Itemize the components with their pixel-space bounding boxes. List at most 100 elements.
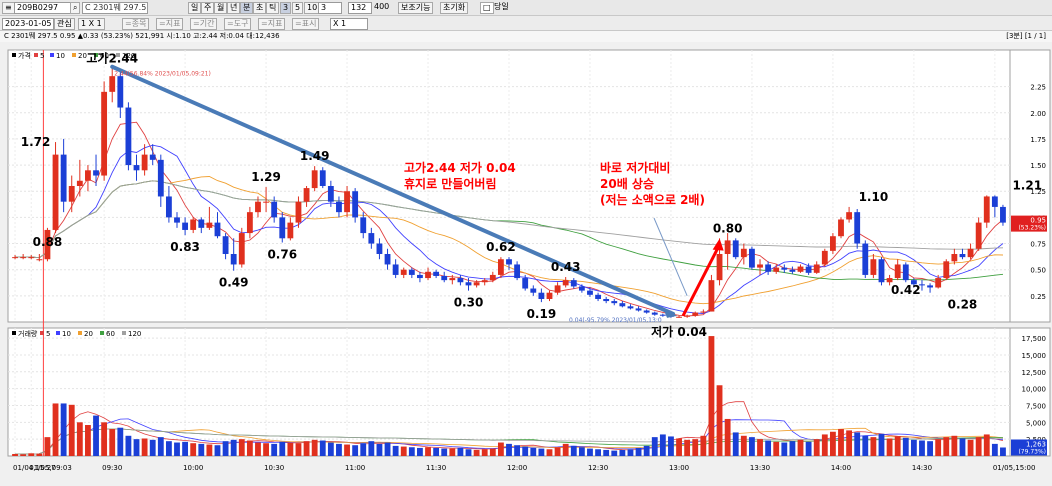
candle-body bbox=[587, 290, 593, 295]
period-button[interactable]: =기간 bbox=[190, 18, 218, 30]
period-tick-button[interactable]: 틱 bbox=[266, 2, 280, 14]
volume-bar bbox=[190, 443, 197, 456]
minute-3-button[interactable]: 3 bbox=[280, 2, 292, 14]
price-annotation: 1.21 bbox=[1012, 178, 1042, 192]
overlay-checkbox[interactable]: □ bbox=[480, 2, 494, 14]
zoom-select[interactable]: X 1 bbox=[330, 18, 368, 30]
candle-body bbox=[230, 254, 237, 265]
stock-code-input[interactable]: 209B0297 bbox=[14, 2, 72, 14]
candle-body bbox=[684, 315, 691, 317]
display-button[interactable]: =표시 bbox=[292, 18, 320, 30]
volume-bar bbox=[425, 447, 431, 456]
minute-5-button[interactable]: 5 bbox=[292, 2, 304, 14]
candle-body bbox=[360, 217, 367, 234]
price-tick-label: 0.25 bbox=[1030, 293, 1046, 301]
volume-bar bbox=[360, 443, 367, 456]
candle-body bbox=[489, 274, 496, 281]
candle-body bbox=[692, 312, 699, 316]
volume-bar bbox=[28, 453, 35, 456]
candle-body bbox=[603, 298, 610, 302]
candle-body bbox=[157, 159, 164, 197]
commentary-text: 휴지로 만들어버림 bbox=[404, 176, 497, 191]
volume-bar bbox=[417, 447, 423, 456]
candle-body bbox=[336, 201, 342, 213]
assist-button[interactable]: 보조기능 bbox=[398, 2, 434, 14]
candle-body bbox=[60, 154, 67, 202]
volume-bar bbox=[651, 437, 658, 456]
candle-body bbox=[983, 196, 990, 223]
volume-bar bbox=[886, 438, 893, 456]
volume-bar bbox=[327, 442, 334, 456]
volume-bar bbox=[910, 439, 917, 456]
price-ma120-line bbox=[15, 180, 1004, 259]
price-annotation: 0.80 bbox=[713, 221, 743, 235]
commentary-text: 고가2.44 저가 0.04 bbox=[404, 160, 516, 175]
indicator-button[interactable]: =지표 bbox=[156, 18, 184, 30]
tool-button[interactable]: =도구 bbox=[224, 18, 252, 30]
volume-tick-label: 12,500 bbox=[1022, 369, 1047, 377]
candle-body bbox=[133, 165, 140, 171]
period-day-button[interactable]: 일 bbox=[188, 2, 202, 14]
volume-bar bbox=[829, 431, 836, 456]
interest-button[interactable]: 관심 bbox=[54, 18, 75, 30]
candle-body bbox=[417, 274, 423, 279]
volume-bar bbox=[506, 443, 512, 456]
volume-bar bbox=[983, 434, 990, 456]
candle-body bbox=[319, 170, 326, 186]
candle-body bbox=[740, 248, 747, 258]
indicator2-button[interactable]: =지표 bbox=[258, 18, 286, 30]
volume-bar bbox=[765, 440, 772, 456]
candle-body bbox=[546, 292, 553, 299]
ratio-button[interactable]: 1 X 1 bbox=[78, 18, 105, 30]
period-month-button[interactable]: 월 bbox=[214, 2, 228, 14]
candle-body bbox=[838, 219, 844, 237]
menu-icon[interactable]: ≡ bbox=[2, 2, 15, 14]
volume-legend-item: 120 bbox=[128, 330, 141, 338]
candle-body bbox=[578, 286, 585, 291]
volume-bar bbox=[133, 439, 140, 456]
candle-body bbox=[271, 201, 278, 218]
price-annotation: 0.30 bbox=[454, 296, 484, 310]
price-tick-label: 2.25 bbox=[1030, 84, 1046, 92]
item-button[interactable]: =종목 bbox=[122, 18, 150, 30]
time-tick-label: 14:00 bbox=[831, 464, 851, 472]
search-icon[interactable]: ⌕ bbox=[70, 2, 81, 14]
candle-body bbox=[52, 154, 59, 230]
candle-body bbox=[85, 170, 91, 181]
legend-swatch bbox=[72, 53, 76, 57]
legend-swatch bbox=[122, 331, 126, 335]
price-annotation: 1.72 bbox=[21, 135, 51, 149]
candle-body bbox=[805, 266, 812, 273]
legend-swatch bbox=[34, 53, 38, 57]
reset-button[interactable]: 초기화 bbox=[440, 2, 469, 14]
volume-bar bbox=[951, 435, 958, 456]
candle-body bbox=[910, 280, 917, 285]
time-tick-label: 12:00 bbox=[507, 464, 527, 472]
volume-bar bbox=[60, 403, 67, 456]
volume-bar bbox=[44, 437, 51, 456]
candle-body bbox=[554, 285, 561, 293]
date-input[interactable]: 2023-01-05 bbox=[2, 18, 54, 30]
volume-bar bbox=[732, 432, 739, 456]
minute-custom-input[interactable]: 3 bbox=[318, 2, 342, 14]
candle-body bbox=[619, 303, 626, 307]
stock-name-field[interactable]: C 2301뛔 297.5 bbox=[82, 2, 148, 14]
count-input[interactable]: 132 bbox=[348, 2, 372, 14]
candle-body bbox=[813, 264, 820, 273]
price-legend-item: 5 bbox=[40, 52, 44, 60]
volume-bar bbox=[716, 385, 723, 456]
volume-bar bbox=[878, 433, 885, 456]
period-week-button[interactable]: 주 bbox=[201, 2, 215, 14]
legend-swatch bbox=[116, 53, 120, 57]
legend-swatch bbox=[50, 53, 54, 57]
volume-bar bbox=[570, 445, 577, 456]
period-second-button[interactable]: 초 bbox=[253, 2, 267, 14]
price-chart[interactable]: 0.250.500.751.001.251.501.752.002.252,50… bbox=[0, 42, 1052, 486]
period-minute-button[interactable]: 분 bbox=[240, 2, 254, 14]
period-year-button[interactable]: 년 bbox=[227, 2, 241, 14]
candle-body bbox=[991, 196, 998, 207]
volume-bar bbox=[773, 441, 780, 456]
volume-bar bbox=[433, 447, 440, 456]
volume-bar bbox=[465, 449, 472, 456]
candle-body bbox=[902, 264, 909, 281]
